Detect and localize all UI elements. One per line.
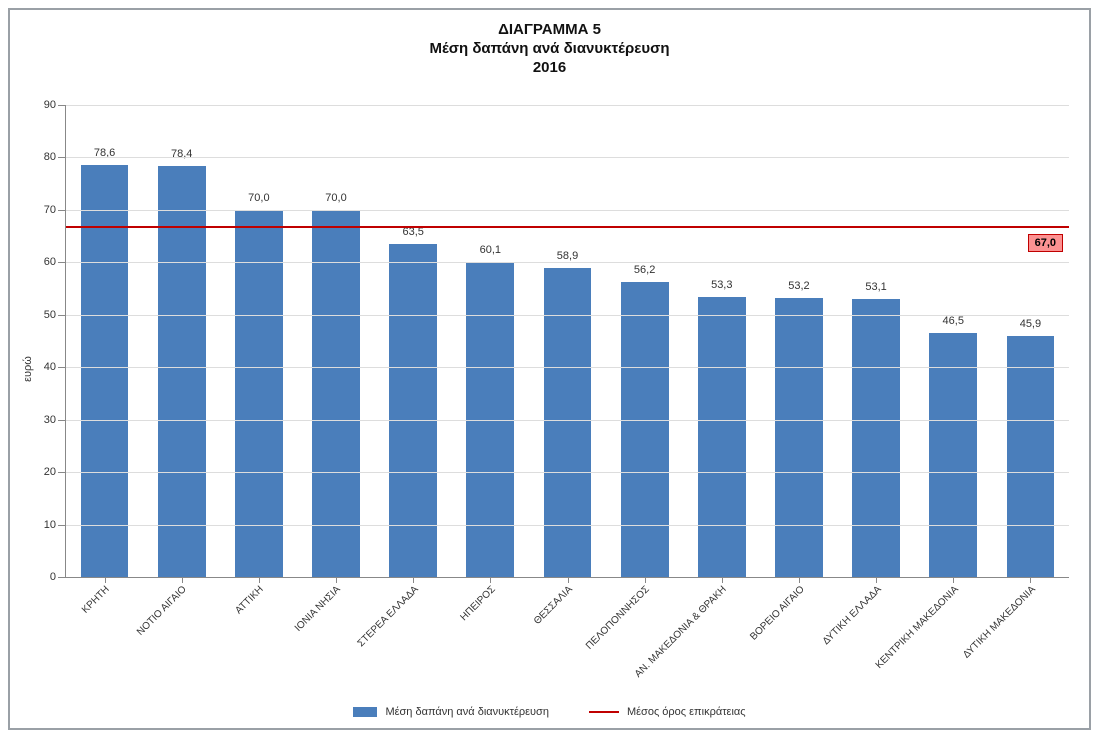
bar: 70,0 (312, 210, 360, 577)
bar-rect (775, 298, 823, 577)
gridline (66, 210, 1069, 211)
y-tick (58, 367, 66, 368)
bar-value-label: 46,5 (943, 315, 964, 327)
y-tick (58, 525, 66, 526)
bar: 45,9 (1007, 336, 1055, 577)
bar-rect (621, 282, 669, 577)
x-category-label: ΙΟΝΙΑ ΝΗΣΙΑ (293, 584, 343, 634)
bar-value-label: 60,1 (480, 244, 501, 256)
legend-bar-swatch (353, 707, 377, 717)
y-tick-label: 60 (26, 256, 56, 268)
bar: 63,5 (389, 244, 437, 577)
gridline (66, 105, 1069, 106)
gridline (66, 262, 1069, 263)
y-tick (58, 262, 66, 263)
gridline (66, 525, 1069, 526)
legend-line-swatch (589, 711, 619, 713)
legend-item-bar: Μέση δαπάνη ανά διανυκτέρευση (353, 706, 549, 718)
x-axis-labels: ΚΡΗΤΗ ΝΟΤΙΟ ΑΙΓΑΙΟ ΑΤΤΙΚΗ ΙΟΝΙΑ ΝΗΣΙΑΣΤΕΡΕΑ… (65, 578, 1069, 720)
bar: 53,3 (698, 297, 746, 577)
bar-rect (852, 299, 900, 577)
y-tick (58, 210, 66, 211)
x-category-label: ΑΝ. ΜΑΚΕΔΟΝΙΑ & ΘΡΑΚΗ (633, 584, 729, 680)
x-category-label: ΔΥΤΙΚΗ ΕΛΛΑΔΑ (821, 584, 884, 647)
legend-bar-label: Μέση δαπάνη ανά διανυκτέρευση (385, 706, 549, 718)
chart-title-line: 2016 (10, 58, 1089, 77)
bar-rect (929, 333, 977, 577)
y-tick-label: 10 (26, 519, 56, 531)
bar-value-label: 53,1 (865, 281, 886, 293)
bar: 56,2 (621, 282, 669, 577)
x-category-label: ΘΕΣΣΑΛΙΑ (532, 584, 575, 627)
bars-layer: 78,678,470,070,063,560,158,956,253,353,2… (66, 105, 1069, 577)
bar: 53,2 (775, 298, 823, 577)
bar-rect (312, 210, 360, 577)
bar: 46,5 (929, 333, 977, 577)
bar-value-label: 63,5 (402, 226, 423, 238)
gridline (66, 315, 1069, 316)
gridline (66, 420, 1069, 421)
y-tick-label: 80 (26, 151, 56, 163)
y-tick (58, 315, 66, 316)
bar-rect (389, 244, 437, 577)
y-tick-label: 20 (26, 466, 56, 478)
chart-title-line: Μέση δαπάνη ανά διανυκτέρευση (10, 39, 1089, 58)
bar-value-label: 53,2 (788, 280, 809, 292)
y-tick (58, 105, 66, 106)
chart-frame: ΔΙΑΓΡΑΜΜΑ 5Μέση δαπάνη ανά διανυκτέρευση… (8, 8, 1091, 730)
y-tick-label: 0 (26, 571, 56, 583)
chart-title-line: ΔΙΑΓΡΑΜΜΑ 5 (10, 20, 1089, 39)
y-tick (58, 157, 66, 158)
y-tick-label: 50 (26, 309, 56, 321)
bar-rect (235, 210, 283, 577)
x-category-label: ΔΥΤΙΚΗ ΜΑΚΕΔΟΝΙΑ (961, 584, 1038, 661)
legend: Μέση δαπάνη ανά διανυκτέρευση Μέσος όρος… (10, 706, 1089, 718)
gridline (66, 367, 1069, 368)
x-category-label: ΚΡΗΤΗ (80, 584, 112, 616)
reference-value-badge: 67,0 (1028, 234, 1063, 252)
reference-line (66, 226, 1069, 228)
bar-value-label: 70,0 (248, 192, 269, 204)
bar-value-label: 70,0 (325, 192, 346, 204)
chart-title: ΔΙΑΓΡΑΜΜΑ 5Μέση δαπάνη ανά διανυκτέρευση… (10, 20, 1089, 78)
x-category-label: ΚΕΝΤΡΙΚΗ ΜΑΚΕΔΟΝΙΑ (874, 584, 961, 671)
bar-value-label: 45,9 (1020, 318, 1041, 330)
gridline (66, 157, 1069, 158)
bar: 53,1 (852, 299, 900, 577)
x-category-label: ΝΟΤΙΟ ΑΙΓΑΙΟ (135, 584, 189, 638)
x-category-label: ΑΤΤΙΚΗ (233, 584, 265, 616)
gridline (66, 472, 1069, 473)
bar-rect (1007, 336, 1055, 577)
bar-rect (698, 297, 746, 577)
y-tick-label: 70 (26, 204, 56, 216)
bar-value-label: 53,3 (711, 279, 732, 291)
legend-item-line: Μέσος όρος επικράτειας (589, 706, 746, 718)
y-tick-label: 30 (26, 414, 56, 426)
y-tick (58, 420, 66, 421)
x-category-label: ΠΕΛΟΠΟΝΝΗΣΟΣ (584, 584, 652, 652)
bar-value-label: 58,9 (557, 250, 578, 262)
y-tick (58, 472, 66, 473)
x-category-label: ΣΤΕΡΕΑ ΕΛΛΑΔΑ (355, 584, 420, 649)
x-category-label: ΗΠΕΙΡΟΣ (458, 584, 497, 623)
legend-line-label: Μέσος όρος επικράτειας (627, 706, 746, 718)
y-tick-label: 40 (26, 361, 56, 373)
bar: 70,0 (235, 210, 283, 577)
y-tick-label: 90 (26, 99, 56, 111)
bar-value-label: 56,2 (634, 264, 655, 276)
plot-area: 78,678,470,070,063,560,158,956,253,353,2… (65, 105, 1069, 578)
x-category-label: ΒΟΡΕΙΟ ΑΙΓΑΙΟ (748, 584, 807, 643)
